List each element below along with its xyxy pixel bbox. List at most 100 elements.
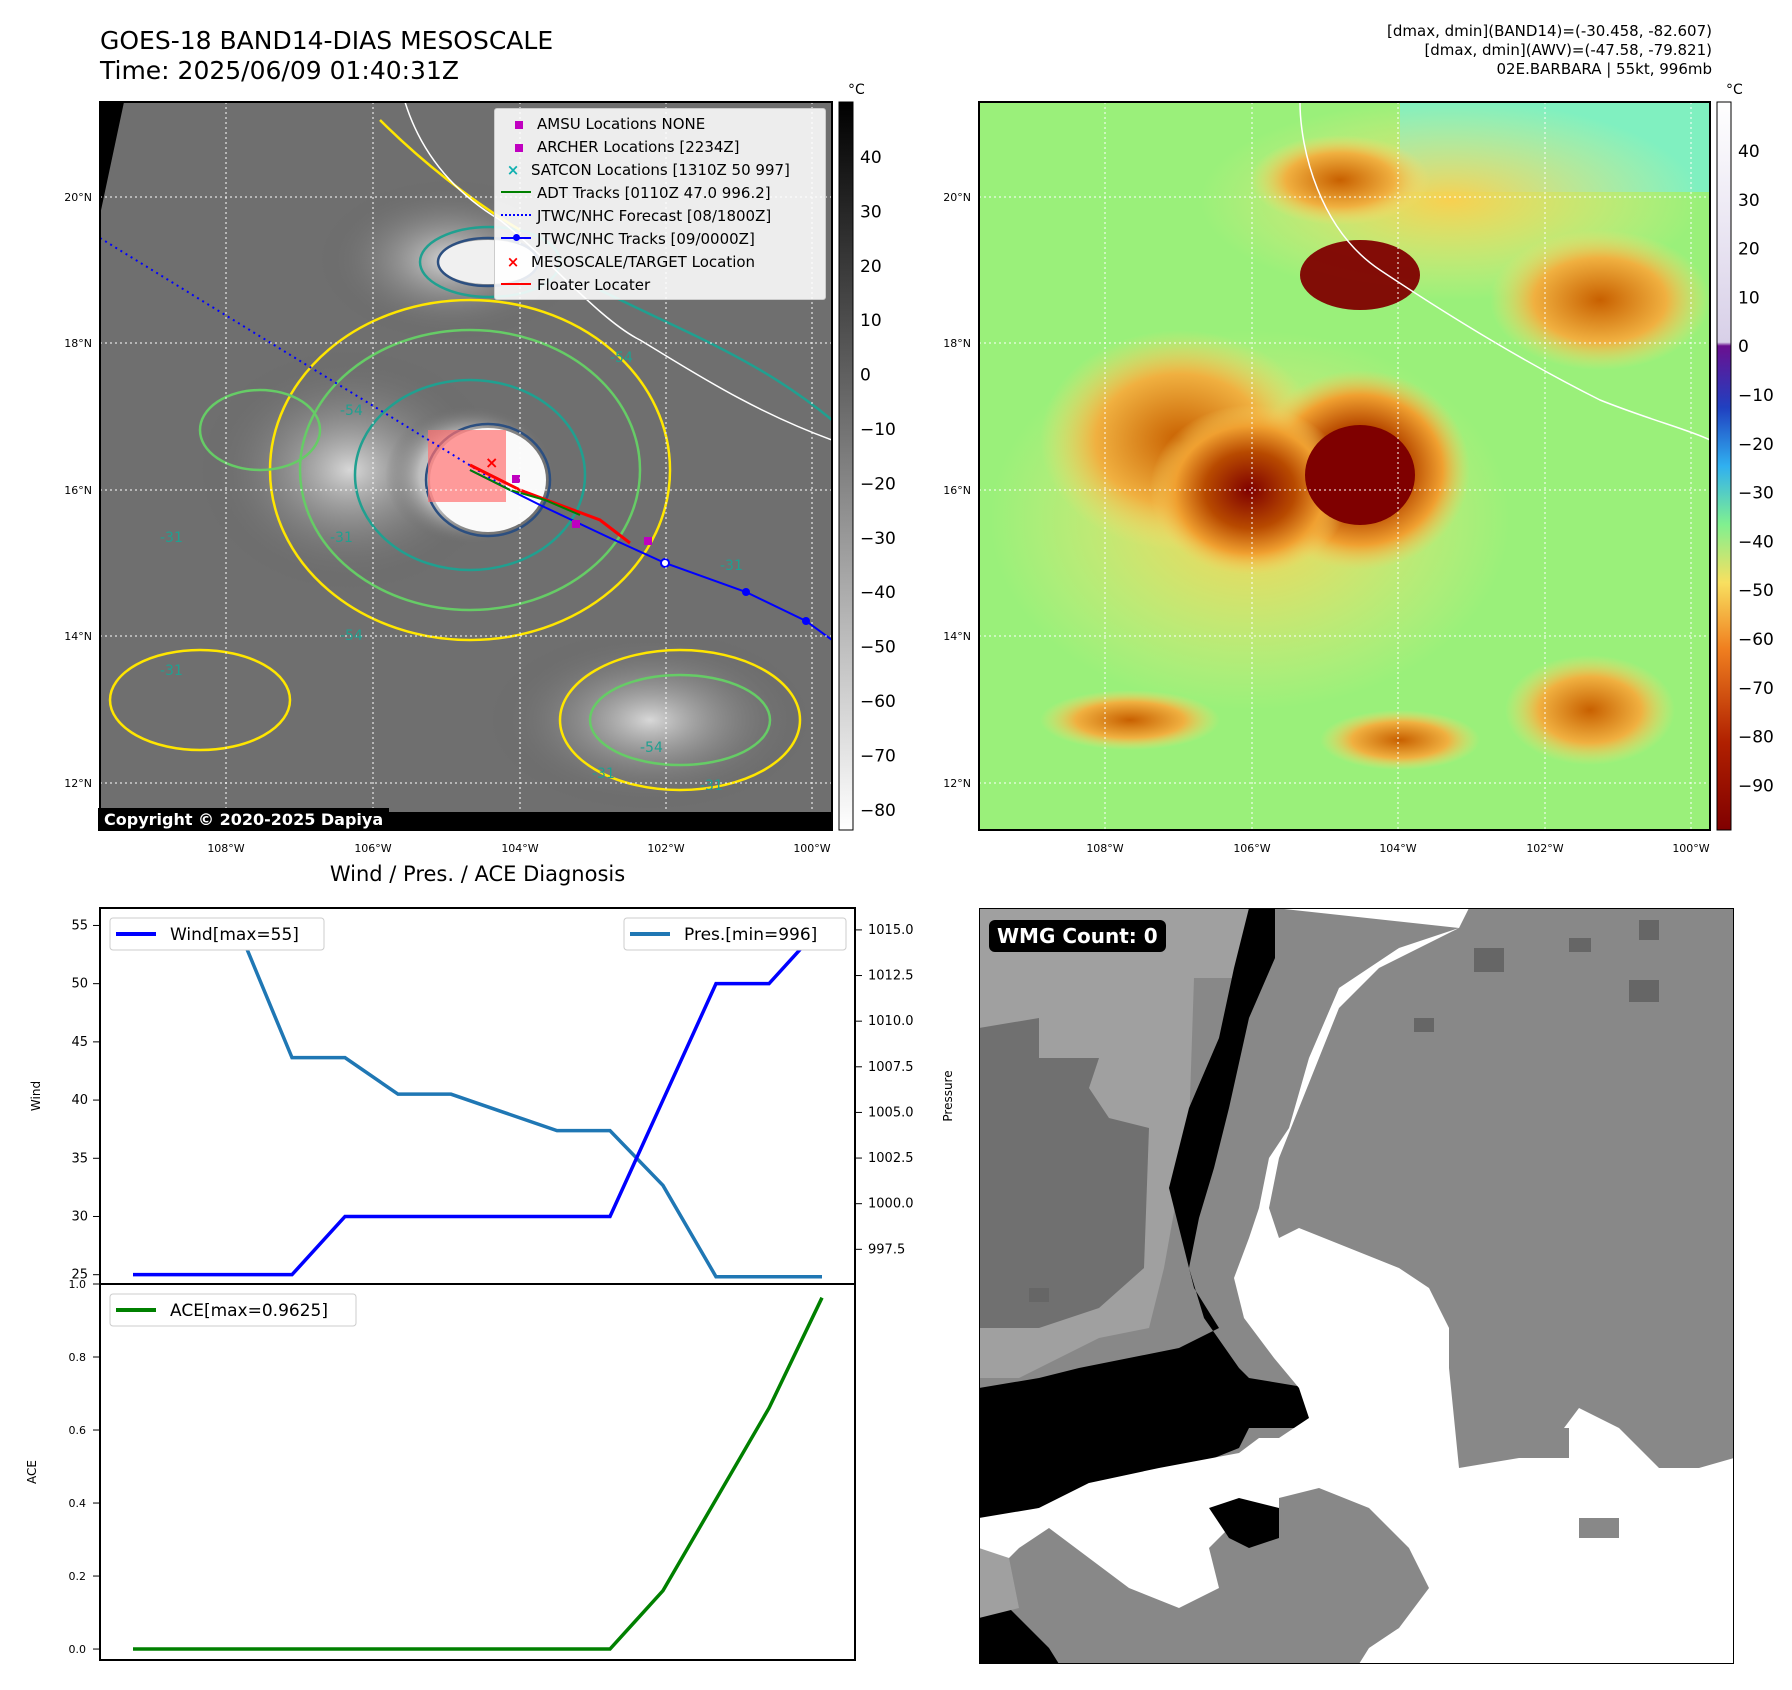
pressure-tick: 1002.5 (868, 1151, 914, 1166)
colorbar-tick: 10 (860, 311, 882, 331)
legend-item: Floater Locater (495, 274, 825, 296)
colorbar-tick: 30 (1738, 191, 1760, 211)
pressure-tick: 997.5 (868, 1242, 905, 1257)
r-lon-tick-102w: 102°W (1526, 842, 1563, 855)
colorbar-tick: −40 (1738, 532, 1774, 552)
wind-tick: 55 (71, 918, 88, 933)
colorbar-tick: 10 (1738, 288, 1760, 308)
pressure-series-line (133, 928, 822, 1279)
colorbar-tick: −50 (1738, 581, 1774, 601)
r-lon-tick-104w: 104°W (1379, 842, 1416, 855)
r-lon-tick-108w: 108°W (1086, 842, 1123, 855)
pressure-tick: 1005.0 (868, 1105, 914, 1120)
pressure-tick: 1012.5 (868, 969, 914, 984)
wind-tick: 45 (71, 1035, 88, 1050)
ace-tick: 0.0 (69, 1643, 87, 1656)
wind-tick: 30 (71, 1209, 88, 1224)
legend-item-label: ADT Tracks [0110Z 47.0 996.2] (537, 184, 771, 202)
wind-tick: 35 (71, 1151, 88, 1166)
pressure-legend-label: Pres.[min=996] (684, 925, 817, 945)
ace-tick: 0.4 (69, 1497, 87, 1510)
wind-tick: 50 (71, 977, 88, 992)
r-lon-tick-106w: 106°W (1233, 842, 1270, 855)
r-lat-tick-12n: 12°N (943, 777, 971, 790)
contour-label-8: -31 (592, 766, 615, 782)
legend-item: × SATCON Locations [1310Z 50 997] (506, 161, 790, 179)
lon-tick-106w: 106°W (354, 842, 391, 855)
colorbar-tick: −90 (1738, 776, 1774, 796)
ace-tick: 0.2 (69, 1570, 87, 1583)
colorbar-tick: 30 (860, 202, 882, 222)
pressure-legend: Pres.[min=996] (623, 917, 847, 951)
lat-tick-16n: 16°N (64, 484, 92, 497)
lon-tick-108w: 108°W (207, 842, 244, 855)
legend-item-label: Floater Locater (537, 276, 651, 294)
info-line-2: [dmax, dmin](AWV)=(-47.58, -79.821) (1424, 41, 1712, 59)
wind-series-line (133, 924, 824, 1277)
grey-colorbar (838, 101, 854, 831)
wind-axis-label: Wind (29, 1081, 43, 1111)
legend-item: × MESOSCALE/TARGET Location (506, 253, 756, 271)
pressure-tick: 1015.0 (868, 923, 914, 938)
r-lat-tick-20n: 20°N (943, 191, 971, 204)
ace-legend-label: ACE[max=0.9625] (170, 1301, 328, 1321)
contour-label-6: -31 (160, 663, 183, 679)
contour-label-7: -54 (640, 740, 663, 756)
lat-tick-18n: 18°N (64, 337, 92, 350)
colorbar-tick: −70 (860, 746, 896, 766)
contour-label-5: -31 (720, 558, 743, 574)
colorbar-tick: 20 (1738, 240, 1760, 260)
info-line-3: 02E.BARBARA | 55kt, 996mb (1496, 60, 1712, 78)
colorbar-tick: 40 (1738, 142, 1760, 162)
lat-tick-20n: 20°N (64, 191, 92, 204)
info-line-1: [dmax, dmin](BAND14)=(-30.458, -82.607) (1387, 22, 1712, 40)
color-colorbar (1716, 101, 1732, 831)
contour-label-1: -54 (340, 403, 363, 419)
colorbar-tick: −10 (1738, 386, 1774, 406)
colorbar-tick: −50 (860, 638, 896, 658)
legend-item: AMSU Locations NONE (495, 113, 825, 135)
colorbar-tick: 40 (860, 148, 882, 168)
colorbar-tick: 20 (860, 257, 882, 277)
r-lat-tick-14n: 14°N (943, 630, 971, 643)
contour-label-4: -31 (330, 530, 353, 546)
pressure-axis-label: Pressure (941, 1070, 955, 1121)
contour-label-2: -54 (610, 350, 633, 366)
pressure-tick: 1007.5 (868, 1060, 914, 1075)
ir-map-panel: × -54 -54 -31 -31 -31 -31 -54 -31 -54 -3… (64, 82, 896, 855)
wind-legend-label: Wind[max=55] (170, 925, 299, 945)
wind-legend: Wind[max=55] (109, 917, 325, 951)
colorbar-tick: −20 (860, 474, 896, 494)
legend-item: ADT Tracks [0110Z 47.0 996.2] (495, 182, 825, 204)
legend-item-label: ARCHER Locations [2234Z] (537, 138, 740, 156)
colorbar-tick: −10 (860, 420, 896, 440)
pressure-tick: 1000.0 (868, 1197, 914, 1212)
diagnosis-title: Wind / Pres. / ACE Diagnosis (329, 862, 626, 886)
legend-item-label: JTWC/NHC Forecast [08/1800Z] (537, 207, 772, 225)
map-legend: AMSU Locations NONE ARCHER Locations [223… (494, 108, 826, 300)
colorbar-tick: −60 (1738, 630, 1774, 650)
wmg-count-badge: WMG Count: 0 (989, 920, 1166, 952)
r-lon-tick-100w: 100°W (1672, 842, 1709, 855)
legend-item-label: JTWC/NHC Tracks [09/0000Z] (537, 230, 755, 248)
colorbar-right-unit: °C (1726, 82, 1743, 98)
colorbar-left-unit: °C (848, 82, 865, 98)
legend-item: ARCHER Locations [2234Z] (495, 136, 825, 158)
wind-tick: 25 (71, 1268, 88, 1283)
colorbar-tick: −20 (1738, 435, 1774, 455)
colorbar-tick: −80 (1738, 728, 1774, 748)
legend-item: JTWC/NHC Forecast [08/1800Z] (495, 205, 825, 227)
ace-tick: 0.8 (69, 1351, 87, 1364)
colorbar-tick: −60 (860, 692, 896, 712)
contour-label-3: -31 (160, 530, 183, 546)
storm-info: [dmax, dmin](BAND14)=(-30.458, -82.607) … (1387, 22, 1712, 79)
title-line-2: Time: 2025/06/09 01:40:31Z (100, 56, 459, 85)
contour-label-10: -31 (700, 778, 723, 794)
ace-series-line (133, 1296, 824, 1651)
colorbar-tick: −30 (860, 529, 896, 549)
lon-tick-102w: 102°W (647, 842, 684, 855)
lon-tick-104w: 104°W (501, 842, 538, 855)
figure-title: GOES-18 BAND14-DIAS MESOSCALE Time: 2025… (100, 26, 553, 86)
wmg-panel (979, 908, 1734, 1664)
colorbar-tick: −80 (860, 801, 896, 821)
